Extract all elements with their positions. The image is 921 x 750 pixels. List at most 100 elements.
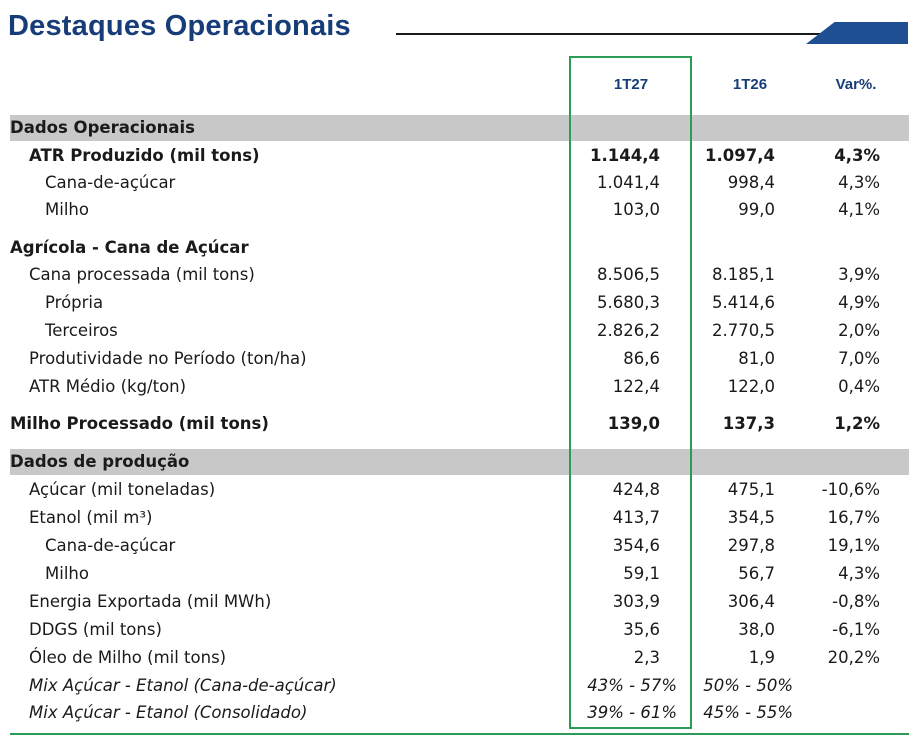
- value-var: 20,2%: [827, 648, 880, 667]
- value-1t27: 1.041,4: [597, 173, 660, 192]
- value-1t27: 39% - 61%: [587, 703, 677, 722]
- value-1t27: 43% - 57%: [587, 676, 677, 695]
- table-row: Produtividade no Período (ton/ha) 86,6 8…: [10, 345, 909, 373]
- value-var: -10,6%: [821, 480, 880, 499]
- table-row: Terceiros 2.826,2 2.770,5 2,0%: [10, 317, 909, 345]
- value-var: 2,0%: [838, 321, 880, 340]
- row-label: Mix Açúcar - Etanol (Cana-de-açúcar): [29, 676, 337, 695]
- value-1t26: 81,0: [738, 349, 775, 368]
- value-1t27: 1.144,4: [590, 146, 660, 165]
- row-label: Própria: [45, 293, 104, 312]
- table-row: Óleo de Milho (mil tons) 2,3 1,9 20,2%: [10, 644, 909, 672]
- table-row: ATR Produzido (mil tons) 1.144,4 1.097,4…: [10, 142, 909, 170]
- value-1t26: 2.770,5: [712, 321, 775, 340]
- value-1t27: 413,7: [612, 508, 660, 527]
- table-row: Mix Açúcar - Etanol (Consolidado) 39% - …: [10, 699, 909, 727]
- value-var: 4,3%: [838, 173, 880, 192]
- value-1t26: 137,3: [722, 414, 775, 433]
- table-row: DDGS (mil tons) 35,6 38,0 -6,1%: [10, 616, 909, 644]
- value-var: 19,1%: [827, 536, 880, 555]
- value-1t26: 306,4: [727, 592, 775, 611]
- row-label: Milho: [45, 200, 89, 219]
- value-var: 0,4%: [838, 377, 880, 396]
- row-label: ATR Médio (kg/ton): [29, 377, 187, 396]
- value-1t26: 122,0: [727, 377, 775, 396]
- row-label: ATR Produzido (mil tons): [29, 146, 260, 165]
- table-row: Etanol (mil m³) 413,7 354,5 16,7%: [10, 504, 909, 532]
- row-label: Etanol (mil m³): [29, 508, 153, 527]
- table-row: Milho 59,1 56,7 4,3%: [10, 560, 909, 588]
- row-label: Agrícola - Cana de Açúcar: [10, 238, 249, 257]
- value-var: 4,9%: [838, 293, 880, 312]
- page-title: Destaques Operacionais: [8, 10, 351, 42]
- table-row: Cana-de-açúcar 1.041,4 998,4 4,3%: [10, 169, 909, 197]
- row-label: Cana processada (mil tons): [29, 265, 255, 284]
- value-1t27: 139,0: [607, 414, 660, 433]
- value-1t26: 1,9: [748, 648, 775, 667]
- value-1t26: 38,0: [738, 620, 775, 639]
- value-1t26: 354,5: [727, 508, 775, 527]
- value-1t26: 998,4: [727, 173, 775, 192]
- value-1t26: 99,0: [738, 200, 775, 219]
- table-row: Cana-de-açúcar 354,6 297,8 19,1%: [10, 532, 909, 560]
- value-1t26: 1.097,4: [705, 146, 775, 165]
- value-1t26: 50% - 50%: [703, 676, 793, 695]
- value-1t27: 103,0: [612, 200, 660, 219]
- section-row: Dados Operacionais: [10, 115, 909, 141]
- table-row: Própria 5.680,3 5.414,6 4,9%: [10, 289, 909, 317]
- row-label: Milho: [45, 564, 89, 583]
- value-var: 3,9%: [838, 265, 880, 284]
- value-1t27: 303,9: [612, 592, 660, 611]
- row-label: Energia Exportada (mil MWh): [29, 592, 272, 611]
- value-var: 4,1%: [838, 200, 880, 219]
- row-label: Produtividade no Período (ton/ha): [29, 349, 307, 368]
- value-1t26: 56,7: [738, 564, 775, 583]
- row-label: Açúcar (mil toneladas): [29, 480, 216, 499]
- row-label: Óleo de Milho (mil tons): [29, 648, 227, 667]
- value-var: 1,2%: [834, 414, 880, 433]
- value-1t26: 45% - 55%: [703, 703, 793, 722]
- value-1t27: 8.506,5: [597, 265, 660, 284]
- value-var: 4,3%: [838, 564, 880, 583]
- row-label: Milho Processado (mil tons): [10, 414, 269, 433]
- value-var: -6,1%: [832, 620, 880, 639]
- value-var: 4,3%: [834, 146, 880, 165]
- value-1t26: 297,8: [727, 536, 775, 555]
- bottom-divider: [10, 733, 909, 735]
- row-label: Dados Operacionais: [10, 118, 195, 137]
- value-var: 16,7%: [827, 508, 880, 527]
- value-1t27: 2,3: [633, 648, 660, 667]
- table-row: Mix Açúcar - Etanol (Cana-de-açúcar) 43%…: [10, 672, 909, 700]
- row-label: Cana-de-açúcar: [45, 536, 176, 555]
- row-label: Dados de produção: [10, 452, 190, 471]
- title-accent-tab: [806, 22, 908, 44]
- title-divider: [396, 33, 846, 35]
- table-row: Milho 103,0 99,0 4,1%: [10, 196, 909, 224]
- table-row: Energia Exportada (mil MWh) 303,9 306,4 …: [10, 588, 909, 616]
- value-1t26: 8.185,1: [712, 265, 775, 284]
- value-1t27: 59,1: [623, 564, 660, 583]
- column-header-1t27: 1T27: [613, 76, 649, 93]
- column-header-var: Var%.: [835, 76, 877, 93]
- group-heading-row: Agrícola - Cana de Açúcar: [10, 234, 909, 262]
- table-row: Açúcar (mil toneladas) 424,8 475,1 -10,6…: [10, 476, 909, 504]
- value-1t27: 122,4: [612, 377, 660, 396]
- value-1t27: 86,6: [623, 349, 660, 368]
- current-period-highlight: [569, 56, 692, 729]
- row-label: Mix Açúcar - Etanol (Consolidado): [29, 703, 308, 722]
- value-1t26: 5.414,6: [712, 293, 775, 312]
- row-label: DDGS (mil tons): [29, 620, 162, 639]
- table-row: ATR Médio (kg/ton) 122,4 122,0 0,4%: [10, 373, 909, 401]
- value-1t27: 5.680,3: [597, 293, 660, 312]
- value-var: 7,0%: [838, 349, 880, 368]
- row-label: Terceiros: [45, 321, 118, 340]
- value-1t27: 424,8: [612, 480, 660, 499]
- column-header-1t26: 1T26: [732, 76, 768, 93]
- table-row: Milho Processado (mil tons) 139,0 137,3 …: [10, 410, 909, 438]
- value-1t27: 2.826,2: [597, 321, 660, 340]
- value-1t26: 475,1: [727, 480, 775, 499]
- value-1t27: 35,6: [623, 620, 660, 639]
- value-var: -0,8%: [832, 592, 880, 611]
- row-label: Cana-de-açúcar: [45, 173, 176, 192]
- table-row: Cana processada (mil tons) 8.506,5 8.185…: [10, 261, 909, 289]
